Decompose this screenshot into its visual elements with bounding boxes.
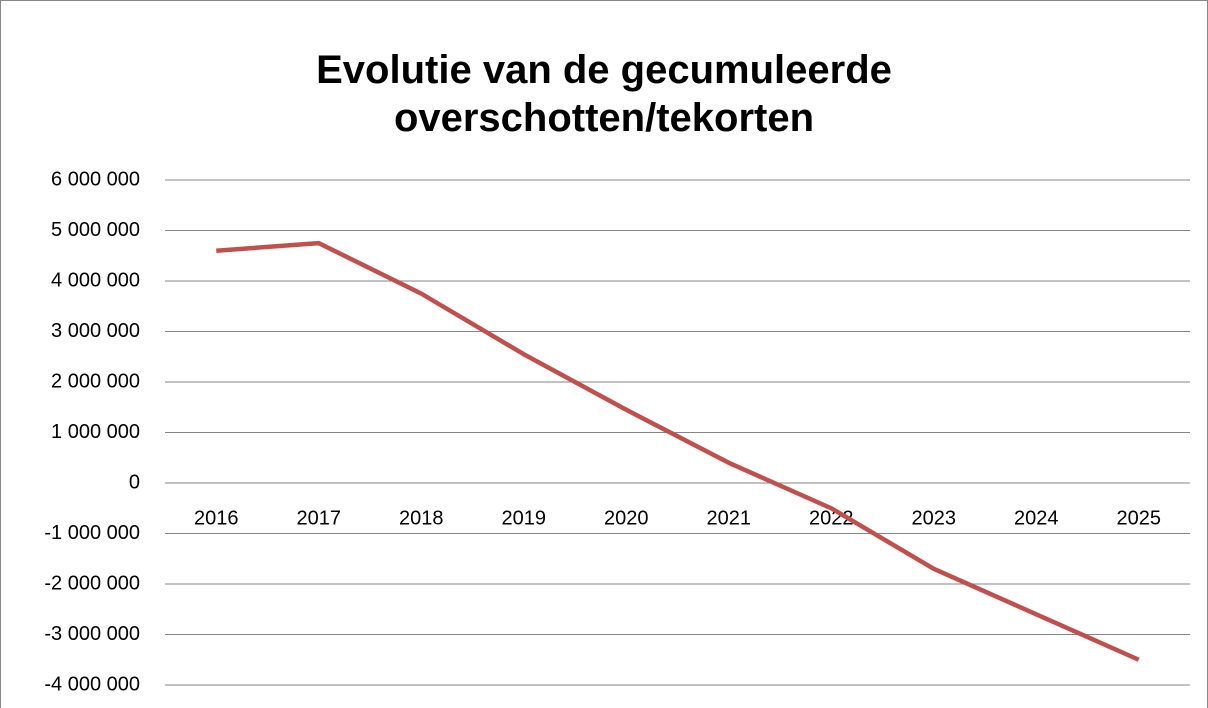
y-tick-label: -4 000 000: [44, 673, 140, 695]
y-tick-label: 4 000 000: [51, 269, 140, 291]
y-tick-label: -3 000 000: [44, 623, 140, 645]
x-tick-label: 2021: [707, 507, 752, 529]
chart-title: Evolutie van de gecumuleerde overschotte…: [316, 48, 892, 140]
y-tick-label: 6 000 000: [51, 168, 140, 190]
x-tick-label: 2023: [912, 507, 957, 529]
x-tick-label: 2019: [502, 507, 547, 529]
y-tick-label: 3 000 000: [51, 320, 140, 342]
y-tick-label: 5 000 000: [51, 219, 140, 241]
x-tick-label: 2024: [1014, 507, 1059, 529]
y-tick-label: 2 000 000: [51, 370, 140, 392]
x-tick-label: 2018: [399, 507, 444, 529]
y-tick-label: -1 000 000: [44, 522, 140, 544]
y-tick-label: -2 000 000: [44, 572, 140, 594]
y-tick-label: 0: [129, 471, 140, 493]
x-tick-label: 2025: [1117, 507, 1162, 529]
data-line: [216, 240, 1140, 662]
x-tick-label: 2016: [194, 507, 239, 529]
y-tick-label: 1 000 000: [51, 421, 140, 443]
x-tick-label: 2020: [604, 507, 649, 529]
x-tick-label: 2017: [297, 507, 342, 529]
